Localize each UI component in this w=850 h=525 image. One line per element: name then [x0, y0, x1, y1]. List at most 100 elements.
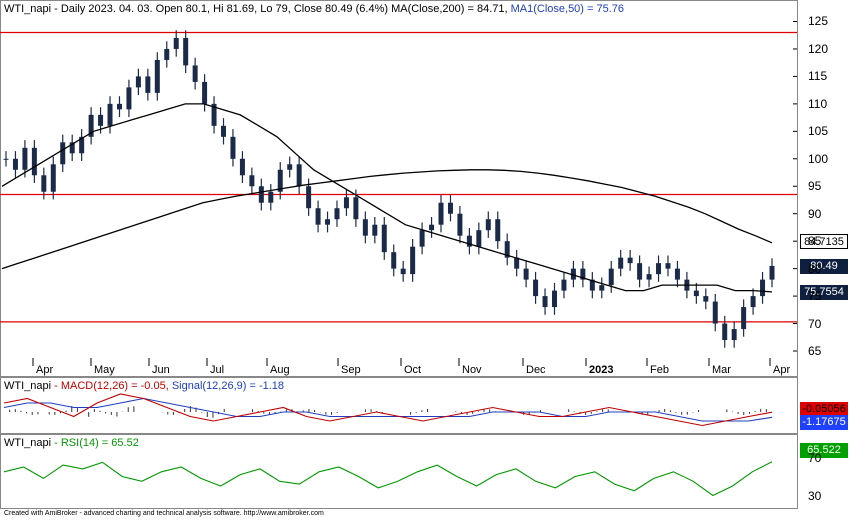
price-bar-body	[296, 164, 302, 187]
main-pane-border	[0, 0, 798, 377]
rsi-pane-border	[0, 434, 798, 509]
price-bar-body	[22, 147, 28, 170]
price-bar-body	[164, 48, 170, 60]
price-bar-body	[731, 329, 737, 341]
price-bar-body	[476, 230, 482, 247]
price-bar-body	[769, 265, 775, 280]
price-bar-body	[135, 76, 141, 88]
price-bar-body	[230, 136, 236, 159]
price-bar-body	[542, 296, 548, 308]
price-bar-body	[391, 252, 397, 269]
macd-value-tag: -0.05056	[800, 402, 848, 417]
ma200-line	[1, 169, 773, 270]
rsi-line	[3, 461, 773, 497]
price-bar-body	[116, 103, 122, 110]
x-tick-label: Jul	[210, 364, 225, 376]
price-bar-body	[325, 219, 331, 225]
x-tick-label: Aug	[270, 364, 290, 376]
price-bar-body	[315, 208, 321, 225]
price-bar-body	[60, 142, 66, 165]
price-bar-body	[760, 279, 766, 297]
price-bar-body	[98, 114, 104, 126]
y-tick-label: 110	[808, 96, 828, 111]
y-tick-label: 100	[808, 151, 829, 166]
macd-pane-border	[0, 377, 798, 434]
price-bar-body	[570, 268, 576, 280]
price-bar-body	[447, 202, 453, 214]
price-bar-body	[457, 213, 463, 236]
macd-pane-header: WTI_napi - MACD(12,26) = -0.05, Signal(1…	[4, 380, 284, 393]
price-bar-body	[637, 263, 643, 280]
rsi-label: - RSI(14) = 65.52	[51, 437, 139, 449]
price-bar-body	[41, 175, 47, 192]
price-bar-body	[674, 268, 680, 280]
price-bar-body	[665, 263, 671, 269]
price-bar-body	[561, 279, 567, 291]
price-bar-body	[485, 219, 491, 231]
price-bar-body	[627, 257, 633, 264]
main-ticker: WTI_napi	[4, 3, 52, 15]
y-tick-label: 75	[808, 289, 822, 304]
y-tick-label: 90	[808, 206, 822, 221]
price-bar-body	[173, 37, 179, 49]
price-bar-body	[722, 323, 728, 341]
x-tick-label: 2023	[589, 364, 614, 376]
price-bar-body	[221, 125, 227, 137]
price-bar-body	[656, 263, 662, 275]
x-tick-label: Nov	[462, 364, 482, 376]
price-bar-body	[107, 103, 113, 126]
price-bar-body	[551, 290, 557, 308]
rsi-y-tick-label: 70	[808, 450, 822, 465]
price-bar-body	[69, 142, 75, 154]
price-bar-body	[79, 136, 85, 154]
price-bar-body	[693, 290, 699, 297]
price-bar-body	[466, 235, 472, 247]
price-bar-body	[589, 279, 595, 291]
rsi-value-tag: 65.522	[800, 443, 848, 458]
price-bar-body	[88, 114, 94, 137]
price-bar-body	[495, 219, 501, 242]
x-tick-label: Mar	[712, 364, 731, 376]
price-bar-body	[429, 224, 435, 231]
price-bar-body	[419, 230, 425, 247]
signal-label: Signal(12,26,9) = -1.18	[171, 380, 285, 392]
price-bar-body	[741, 307, 747, 330]
price-bar-body	[504, 241, 510, 258]
price-bar-body	[533, 279, 539, 297]
price-bar-body	[31, 147, 37, 176]
price-bar-body	[362, 219, 368, 236]
rsi-pane-header: WTI_napi - RSI(14) = 65.52	[4, 437, 139, 450]
price-bar-body	[239, 158, 245, 176]
price-bar-body	[183, 37, 189, 66]
ma50-value-tag: 75.7554	[800, 285, 848, 300]
price-bar-body	[268, 191, 274, 203]
price-bar-body	[646, 274, 652, 280]
macd-label: - MACD(12,26) = -0.05,	[51, 380, 172, 392]
price-bar-body	[438, 202, 444, 225]
y-tick-label: 115	[808, 69, 828, 84]
macd-ticker: WTI_napi	[4, 380, 52, 392]
price-bar-body	[353, 197, 359, 220]
x-tick-label: Apr	[36, 364, 54, 376]
x-tick-label: Oct	[404, 364, 422, 376]
rsi-ticker: WTI_napi	[4, 437, 52, 449]
price-bar-body	[618, 257, 624, 269]
signal-line	[3, 397, 773, 422]
y-tick-label: 80	[808, 261, 822, 276]
price-bar-body	[202, 81, 208, 104]
price-bar-body	[410, 246, 416, 275]
price-bar-body	[514, 257, 520, 269]
price-bar-body	[523, 268, 529, 280]
ma200-value-tag: 84.7135	[800, 234, 848, 249]
x-tick-label: Apr	[773, 364, 791, 376]
ma50-label: MA1(Close,50) = 75.76	[510, 3, 625, 15]
x-tick-label: Sep	[341, 364, 361, 376]
y-tick-label: 65	[808, 344, 822, 359]
main-info: - Daily 2023. 04. 03. Open 80.1, Hi 81.6…	[51, 3, 511, 15]
price-bar-body	[12, 158, 18, 170]
price-bar-body	[145, 76, 151, 93]
price-bar-body	[750, 296, 756, 308]
price-bar-body	[372, 224, 378, 236]
price-bar-body	[192, 65, 198, 82]
